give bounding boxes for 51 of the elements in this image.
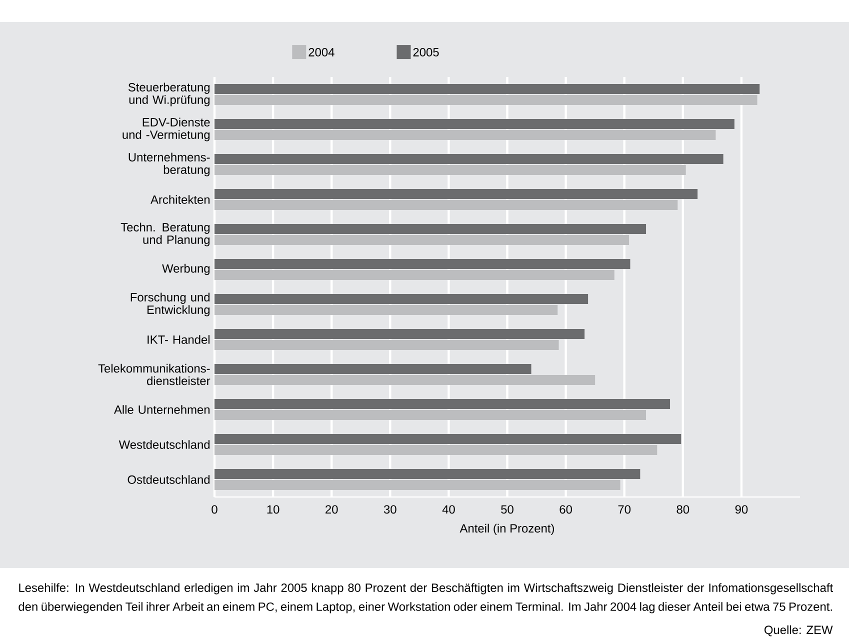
y-tick-label: Westdeutschland	[118, 440, 210, 449]
x-tick-label: 50	[501, 505, 514, 514]
source-note: Quelle: ZEW	[764, 625, 833, 636]
bar	[214, 95, 758, 105]
bar	[214, 270, 614, 280]
bar	[214, 445, 658, 456]
y-tick-label: Techn. Beratung und Planung	[120, 222, 210, 246]
bar	[214, 305, 558, 315]
bar	[214, 410, 646, 420]
x-tick-label: 40	[442, 505, 455, 514]
x-tick-label: 0	[212, 505, 218, 514]
x-tick-label: 10	[267, 505, 280, 514]
bar	[214, 154, 724, 164]
bar	[214, 375, 596, 386]
y-tick-label: Telekommunikations-dienstleister	[98, 364, 210, 386]
text: Lesehilfe: In Westdeutschland erledigen im Jahr 2005 knapp 80 Prozent der Beschäftigten im Wirtschaftszweig Dienstleister der Infomationsgesellschaft den überwiegenden Teil ihrer Arbeit an einem PC, einem Laptop, einer Workstation oder einem Terminal. Im Jahr 2004 lag dieser Anteil bei etwa 75 Prozent.	[18, 583, 833, 614]
bar	[214, 469, 640, 480]
y-tick-label: Werbung	[162, 264, 210, 276]
y-tick-label: EDV-Dienste und -Vermietung	[122, 118, 210, 142]
bar	[214, 200, 678, 210]
x-tick-label: 20	[326, 505, 338, 514]
bar	[214, 480, 620, 490]
y-tick-label: Forschung und Entwicklung	[130, 292, 210, 316]
y-tick-label: Ostdeutschland	[128, 475, 210, 484]
bar	[214, 189, 698, 199]
x-axis-title: Anteil (in Prozent)	[460, 524, 554, 535]
bar	[214, 340, 559, 350]
bar	[214, 364, 532, 374]
bar	[214, 259, 630, 269]
x-tick-label: 60	[560, 505, 572, 514]
bar	[214, 224, 646, 234]
bar	[214, 84, 760, 94]
bar	[214, 294, 588, 304]
legend-label: 2004	[308, 48, 334, 56]
y-tick-label: Alle Unternehmen	[114, 405, 210, 414]
legend-label: 2005	[413, 48, 439, 56]
bar	[214, 165, 686, 175]
x-tick-label: 90	[735, 505, 748, 514]
x-tick-label: 70	[618, 505, 631, 514]
x-tick-label: 30	[384, 505, 396, 514]
bar	[214, 434, 682, 444]
bar	[214, 119, 734, 129]
y-tick-label: IKT- Handel	[148, 335, 210, 344]
bar	[214, 130, 716, 140]
y-tick-label: Steuerberatung und Wi.prüfung	[128, 82, 210, 106]
x-tick-label: 80	[676, 505, 690, 514]
bar	[214, 329, 585, 340]
bar	[214, 235, 630, 245]
bar	[214, 399, 670, 410]
y-tick-label: Unternehmens-beratung	[128, 152, 210, 176]
y-tick-label: Architekten	[150, 195, 210, 204]
